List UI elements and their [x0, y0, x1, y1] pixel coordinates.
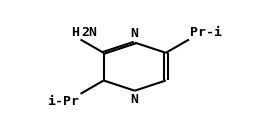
Text: i-Pr: i-Pr	[48, 95, 80, 108]
Text: Pr-i: Pr-i	[190, 26, 222, 39]
Text: H: H	[71, 26, 80, 39]
Text: N: N	[131, 27, 139, 40]
Text: N: N	[131, 93, 139, 106]
Text: 2N: 2N	[82, 26, 98, 39]
